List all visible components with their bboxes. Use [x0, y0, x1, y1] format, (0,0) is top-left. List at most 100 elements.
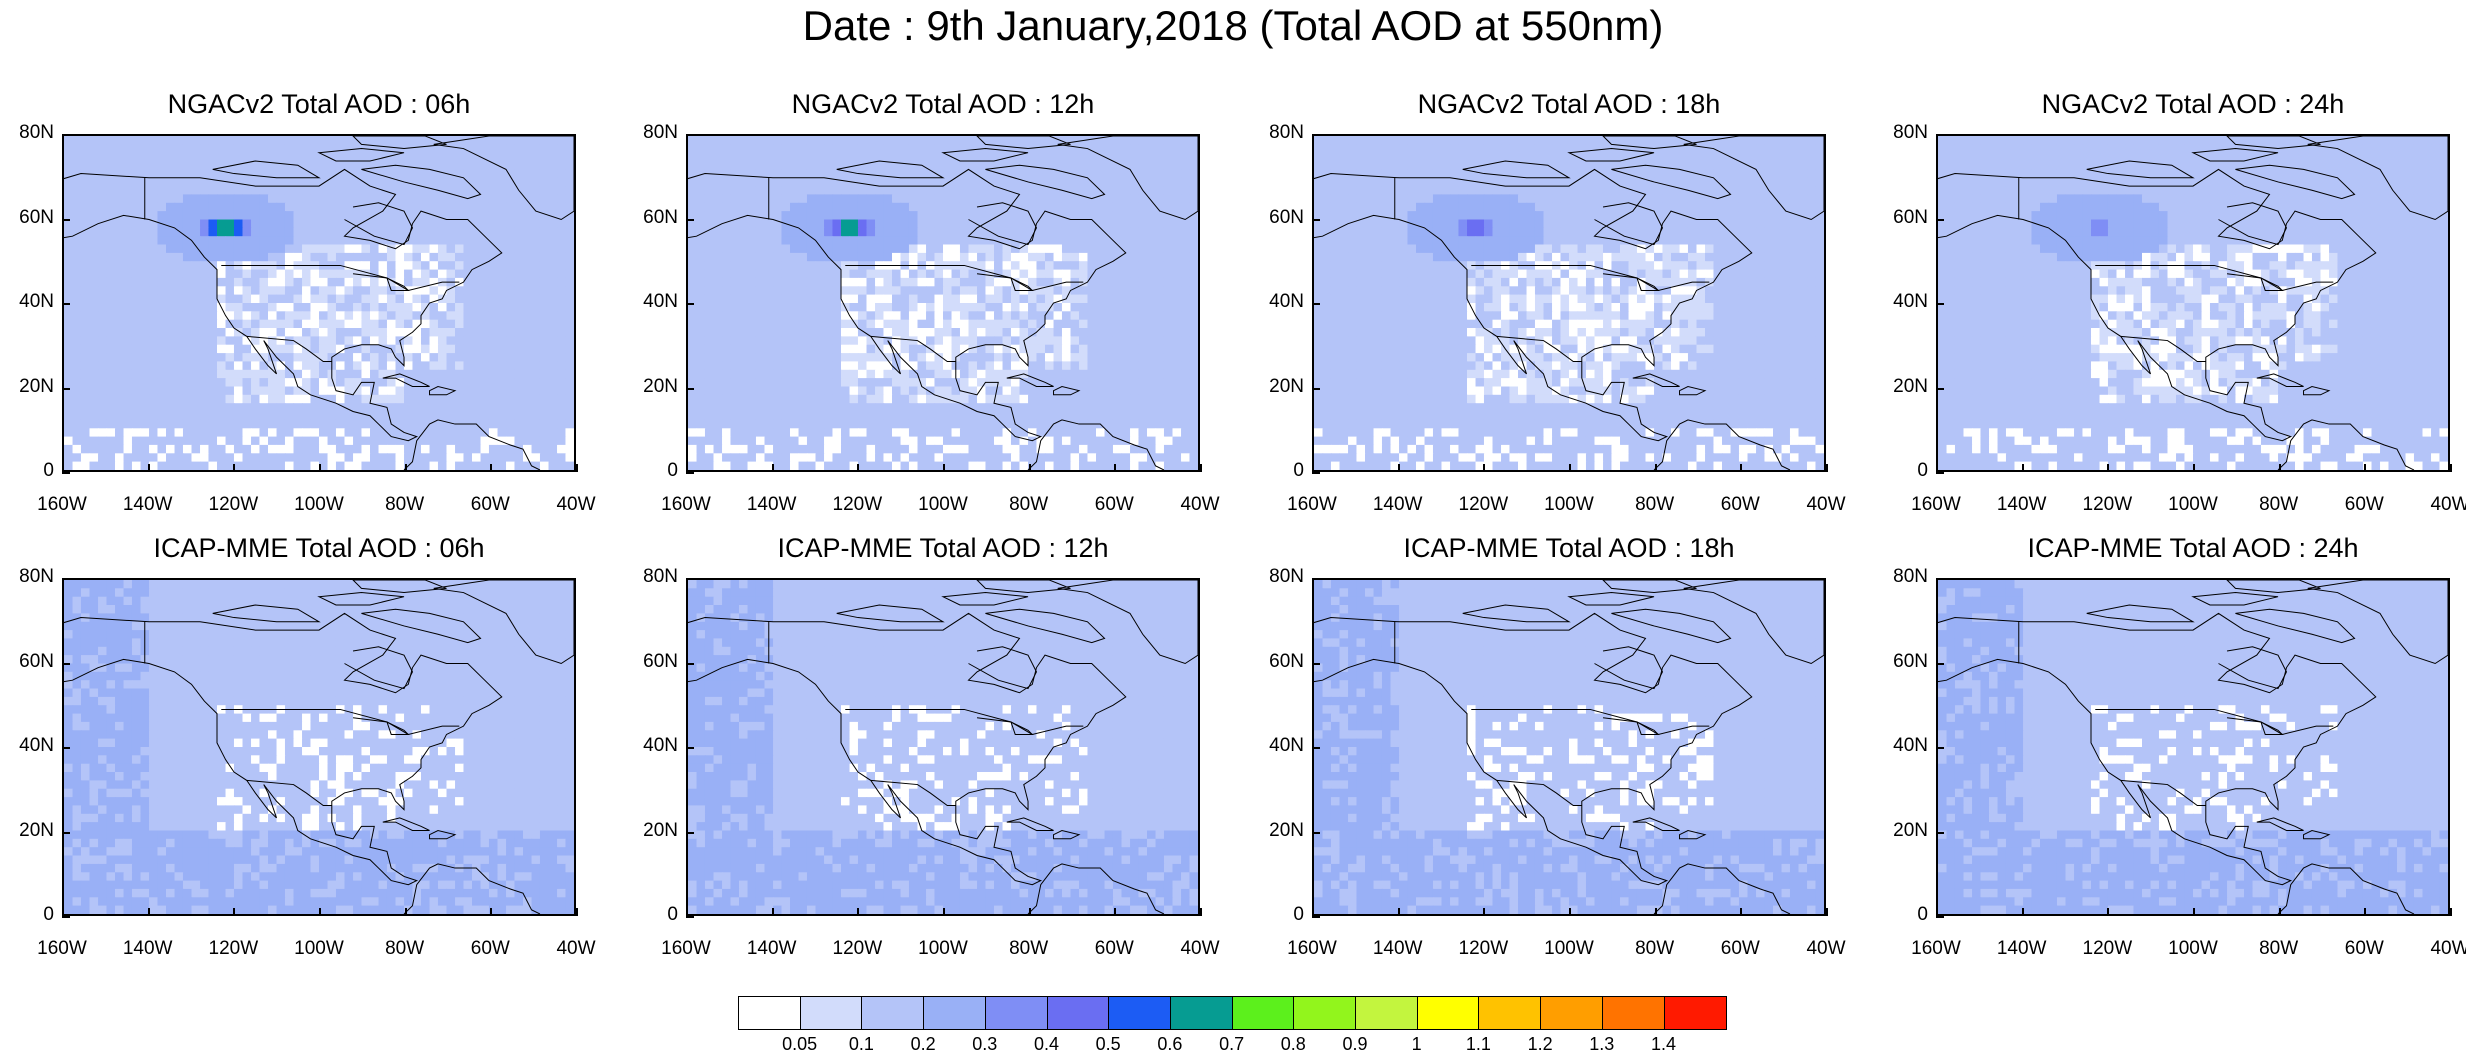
x-tick [1397, 464, 1400, 472]
y-tick [62, 747, 70, 749]
y-tick-label: 20N [1269, 819, 1304, 841]
y-tick [686, 831, 694, 834]
coastline [985, 164, 1106, 200]
coastline [2086, 160, 2195, 179]
y-tick [686, 134, 694, 136]
x-tick [147, 464, 150, 472]
y-tick [1936, 218, 1944, 221]
y-tick-label: 80N [643, 566, 678, 587]
colorbar-swatch [1293, 996, 1357, 1030]
y-tick [62, 218, 70, 221]
coastline [2191, 148, 2279, 162]
colorbar-swatch [1046, 996, 1110, 1030]
x-tick-label: 140W [122, 494, 173, 515]
aod-map [686, 134, 1200, 472]
coastline [1462, 160, 1571, 179]
aod-field [1314, 136, 1824, 470]
x-tick [1483, 908, 1486, 916]
x-tick [2278, 464, 2281, 472]
coastline [2218, 202, 2288, 246]
coastline [1471, 708, 1710, 735]
aod-field [64, 580, 574, 914]
y-tick-label: 80N [19, 122, 54, 143]
y-tick [1312, 472, 1320, 474]
coastline [976, 136, 1071, 150]
colorbar-label: 0.05 [782, 1034, 818, 1054]
y-tick-label: 20N [1269, 375, 1304, 397]
coastline [688, 168, 1127, 442]
x-tick [2107, 908, 2110, 916]
x-tick-label: 160W [1287, 494, 1337, 515]
x-tick [1826, 908, 1828, 916]
coastline [1938, 168, 2377, 442]
x-tick-label: 140W [1996, 494, 2047, 515]
x-tick-label: 60W [1094, 938, 1134, 959]
x-tick [1569, 464, 1571, 472]
aod-field [1938, 580, 2448, 914]
colorbar-label: 1.1 [1465, 1034, 1491, 1054]
coastline [352, 273, 410, 291]
coastline [403, 419, 541, 470]
x-tick [943, 464, 945, 472]
colorbar-swatch [1478, 996, 1542, 1030]
coastline [2235, 608, 2356, 644]
x-tick-label: 120W [2082, 494, 2133, 515]
y-tick [1312, 218, 1320, 221]
colorbar-swatch [861, 996, 925, 1030]
coastline [1594, 646, 1664, 690]
x-tick [2450, 908, 2452, 916]
x-tick [2021, 464, 2024, 472]
x-tick-label: 60W [470, 938, 510, 959]
y-tick-label: 40N [1893, 291, 1928, 312]
x-tick-label: 80W [1635, 938, 1675, 959]
y-tick-label: 20N [643, 819, 678, 841]
x-tick-label: 80W [1009, 494, 1049, 515]
x-tick-label: 80W [1009, 938, 1049, 959]
coastline [1027, 419, 1165, 470]
x-tick-label: 140W [746, 938, 797, 959]
coastline [2226, 580, 2321, 594]
coastline [845, 264, 1084, 291]
y-tick [1312, 303, 1320, 305]
x-tick-label: 120W [832, 494, 883, 515]
y-tick [1312, 662, 1320, 665]
x-tick-label: 100W [294, 938, 344, 959]
coastline [985, 608, 1106, 644]
coastline [2095, 708, 2334, 735]
y-tick-label: 80N [1893, 122, 1928, 143]
x-tick-label: 60W [1720, 494, 1760, 515]
x-tick [1312, 464, 1314, 472]
panel-title: ICAP-MME Total AOD : 06h [153, 533, 485, 563]
x-tick [1569, 908, 1571, 916]
panel-title: ICAP-MME Total AOD : 24h [2027, 533, 2359, 563]
coastline [429, 829, 457, 840]
coastline [968, 202, 1038, 246]
coastline [2226, 717, 2284, 735]
colorbar-swatch [1355, 996, 1419, 1030]
coastline [688, 612, 1127, 886]
coastline [1567, 592, 1655, 606]
colorbar-swatch [1601, 996, 1665, 1030]
y-tick [62, 662, 70, 665]
x-tick [2364, 908, 2367, 916]
x-tick [233, 908, 236, 916]
coastline [1314, 612, 1753, 886]
x-tick [2193, 908, 2195, 916]
coastline [246, 779, 332, 806]
x-tick [319, 464, 321, 472]
coastline [246, 335, 332, 362]
coastline [2226, 273, 2284, 291]
coastline [352, 580, 447, 594]
panel-title: NGACv2 Total AOD : 06h [167, 89, 471, 119]
y-tick-label: 0 [667, 460, 678, 481]
x-tick-label: 160W [37, 494, 87, 515]
coastline [1471, 264, 1710, 291]
y-tick [1312, 387, 1320, 390]
coastline [403, 863, 541, 914]
y-tick-label: 20N [19, 375, 54, 397]
y-tick [686, 472, 694, 474]
x-tick-label: 40W [1806, 938, 1846, 959]
colorbar-label: 0.9 [1342, 1034, 1368, 1054]
x-tick-label: 120W [832, 938, 883, 959]
coastline [1462, 604, 1571, 623]
